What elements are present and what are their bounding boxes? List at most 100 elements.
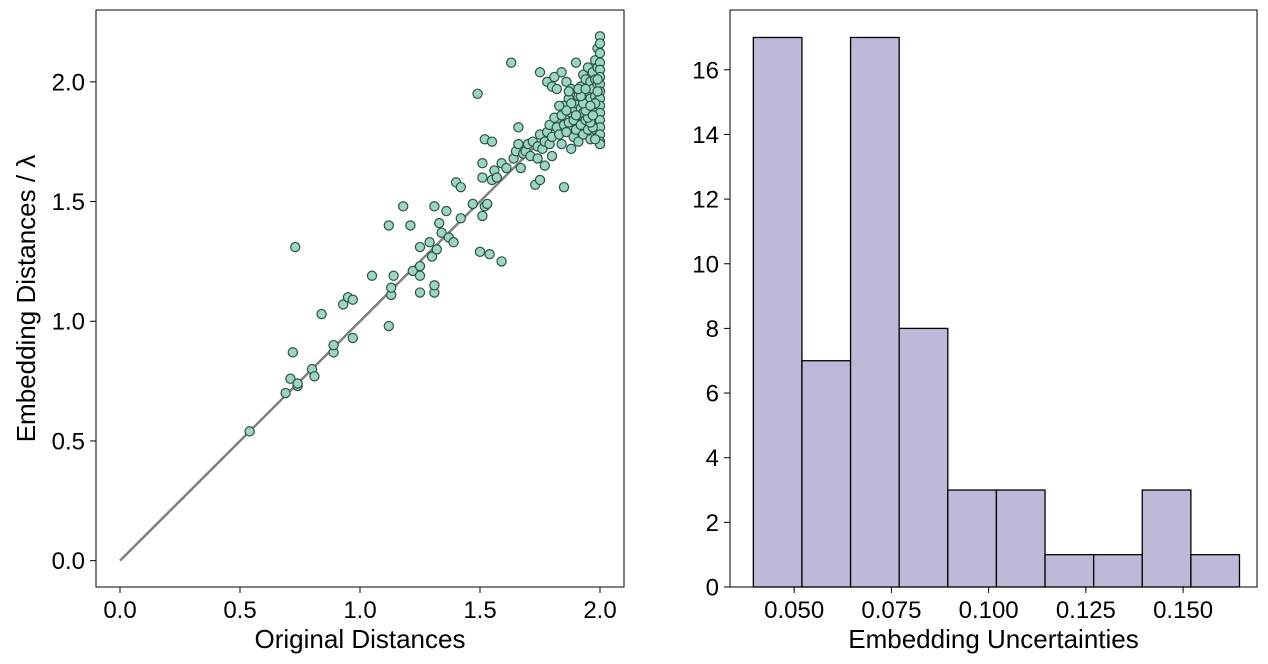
scatter-point: [424, 237, 435, 248]
scatter-point: [347, 294, 358, 305]
scatter-point: [534, 174, 546, 186]
y-tick-label: 1.5: [52, 189, 85, 216]
y-tick-label: 4: [706, 445, 719, 472]
scatter-point: [309, 371, 320, 382]
scatter-point: [383, 220, 394, 231]
scatter-point: [506, 57, 517, 68]
scatter-point: [477, 158, 488, 169]
y-tick-label: 12: [692, 187, 719, 214]
histogram-bar: [898, 327, 949, 588]
scatter-point: [383, 320, 394, 332]
scatter-point: [592, 74, 603, 85]
histogram-y-axis: 0 2 4 6 8 10 12 14 16: [692, 57, 730, 602]
x-tick-label: 0.5: [223, 597, 256, 624]
histogram-bar: [849, 36, 900, 588]
histogram-bar: [947, 489, 998, 588]
reference-line-layer: [119, 80, 601, 562]
scatter-x-axis-label: Original Distances: [255, 624, 466, 654]
x-tick-label: 1.5: [463, 597, 496, 624]
scatter-point: [426, 251, 438, 262]
scatter-point: [429, 280, 440, 291]
histogram-bar: [995, 489, 1046, 588]
y-tick-label: 8: [706, 316, 719, 343]
scatter-x-axis: 0.0 0.5 1.0 1.5 2.0: [103, 587, 617, 624]
scatter-point: [414, 287, 426, 298]
y-tick-label: 0.0: [52, 548, 85, 575]
scatter-point: [472, 88, 483, 99]
scatter-point: [280, 387, 291, 399]
scatter-point: [290, 241, 301, 253]
scatter-point: [539, 160, 551, 171]
scatter-point: [414, 270, 426, 281]
scatter-point: [429, 201, 440, 212]
scatter-point: [590, 134, 601, 145]
histogram-bar: [1141, 489, 1192, 588]
scatter-point: [477, 210, 488, 222]
scatter-point: [561, 105, 572, 116]
scatter-point: [561, 126, 572, 138]
scatter-panel: 0.0 0.5 1.0 1.5 2.0 0.0 0.5 1.0 1.5 2.0 Original…: [11, 9, 625, 654]
scatter-point: [585, 100, 596, 111]
scatter-point: [484, 249, 495, 260]
reference-line: [119, 80, 601, 562]
scatter-point: [534, 67, 546, 78]
scatter-point: [474, 246, 486, 258]
scatter-point: [549, 71, 560, 83]
scatter-point: [515, 162, 527, 174]
scatter-point: [441, 205, 452, 217]
scatter-point: [570, 57, 582, 68]
y-tick-label: 0: [706, 575, 719, 602]
scatter-point: [388, 270, 399, 281]
scatter-point: [467, 198, 478, 210]
scatter-y-axis-label: Embedding Distances / λ: [11, 155, 41, 443]
histogram-bar: [1092, 554, 1143, 588]
x-tick-label: 0.0: [103, 597, 136, 624]
scatter-point: [491, 172, 502, 183]
scatter-point: [566, 143, 577, 155]
histogram-bar: [1190, 554, 1241, 588]
scatter-point: [551, 83, 563, 95]
scatter-point: [594, 38, 606, 49]
scatter-point: [496, 256, 507, 267]
y-tick-label: 16: [692, 57, 719, 84]
y-tick-label: 0.5: [52, 428, 85, 455]
x-tick-label: 0.100: [959, 597, 1019, 624]
scatter-y-axis: 0.0 0.5 1.0 1.5 2.0: [52, 69, 96, 575]
scatter-point: [482, 198, 493, 210]
x-tick-label: 0.050: [764, 597, 824, 624]
scatter-point: [386, 282, 397, 293]
scatter-point: [347, 332, 358, 344]
x-tick-label: 0.125: [1056, 597, 1116, 624]
scatter-point: [316, 308, 327, 320]
y-tick-label: 2: [706, 510, 719, 537]
scatter-point: [455, 213, 466, 224]
scatter-point: [434, 217, 445, 229]
scatter-points-layer: [244, 31, 606, 437]
y-tick-label: 10: [692, 251, 719, 278]
x-tick-label: 2.0: [583, 597, 616, 624]
scatter-point: [554, 100, 565, 111]
scatter-point: [592, 86, 603, 97]
histogram-bars-layer: [752, 36, 1241, 588]
scatter-point: [338, 299, 349, 310]
scatter-point: [566, 98, 577, 109]
scatter-point: [366, 270, 378, 281]
scatter-point: [287, 347, 298, 358]
y-tick-label: 1.0: [52, 309, 85, 336]
scatter-point: [292, 378, 303, 389]
histogram-panel: 0.050 0.075 0.100 0.125 0.150 0246810121416 …: [692, 9, 1258, 654]
scatter-point: [436, 227, 447, 238]
scatter-plot-frame: [95, 9, 625, 588]
scatter-point: [431, 244, 442, 255]
y-tick-label: 6: [706, 381, 719, 408]
y-tick-label: 14: [692, 122, 719, 149]
scatter-point: [556, 67, 567, 78]
scatter-point: [398, 201, 409, 212]
scatter-point: [556, 138, 567, 150]
histogram-x-axis-label: Embedding Uncertainties: [848, 624, 1139, 654]
histogram-bar: [752, 36, 803, 588]
scatter-point: [407, 265, 418, 277]
scatter-point: [455, 181, 466, 193]
histogram-x-axis: 0.050 0.075 0.100 0.125 0.150: [764, 587, 1213, 624]
histogram-plot-frame: [729, 9, 1258, 588]
